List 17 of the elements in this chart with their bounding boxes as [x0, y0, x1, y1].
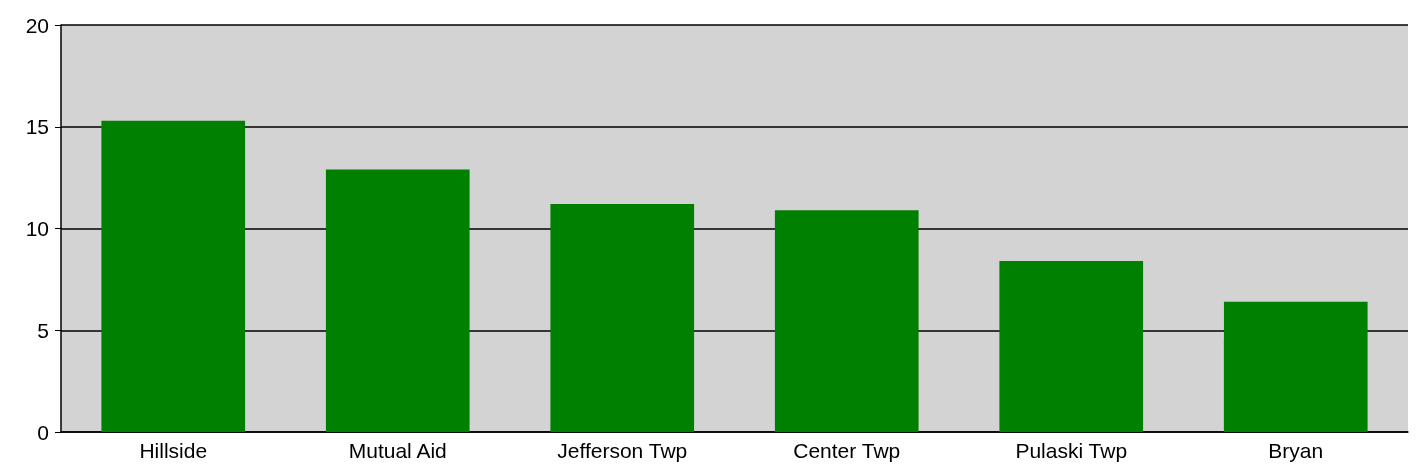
bar [101, 120, 246, 432]
bar [774, 210, 919, 432]
bar [1223, 301, 1368, 432]
x-tick-label: Jefferson Twp [557, 439, 688, 462]
y-tick-label: 15 [25, 115, 49, 139]
x-tick-label: Bryan [1268, 439, 1324, 462]
y-tick-label: 0 [37, 420, 49, 444]
y-tick-label: 10 [25, 217, 49, 240]
x-tick-label: Pulaski Twp [1015, 439, 1128, 462]
x-tick-label: Mutual Aid [348, 439, 447, 462]
x-tick-label: Hillside [139, 439, 208, 462]
y-tick-label: 5 [37, 318, 49, 342]
bar [550, 204, 695, 432]
bar [325, 169, 470, 432]
x-tick-label: Center Twp [793, 439, 901, 462]
y-tick-label: 20 [25, 13, 49, 37]
bar [999, 261, 1144, 432]
